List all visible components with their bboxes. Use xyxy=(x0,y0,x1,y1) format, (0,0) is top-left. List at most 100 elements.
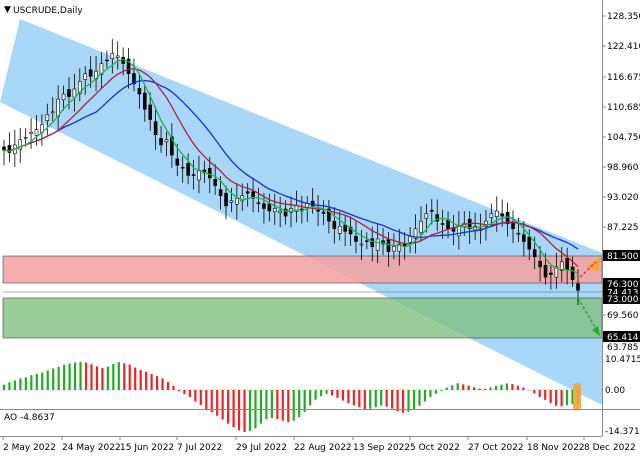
svg-text:69.560: 69.560 xyxy=(607,311,639,321)
svg-text:122.410: 122.410 xyxy=(607,42,640,52)
support-zone xyxy=(2,297,603,339)
candle-body xyxy=(343,224,347,232)
svg-text:13 Sep 2022: 13 Sep 2022 xyxy=(353,443,410,453)
ao-label: AO -4.8637 xyxy=(4,413,55,423)
candle-body xyxy=(500,213,504,217)
time-axis[interactable]: 2 May 2022 24 May 2022 15 Jun 2022 7 Jul… xyxy=(2,436,636,453)
ao-tick: 10.4715 xyxy=(605,355,640,365)
candle-body xyxy=(375,238,380,251)
price-marker-74-413 xyxy=(603,288,640,297)
time-tick: 22 Aug 2022 xyxy=(293,436,352,453)
candle-body xyxy=(218,189,223,197)
candle-body xyxy=(170,136,174,156)
candle-body xyxy=(251,191,255,199)
svg-text:2 May 2022: 2 May 2022 xyxy=(3,443,56,453)
candle-body xyxy=(88,69,93,77)
candle-body xyxy=(272,208,277,213)
svg-text:128.350: 128.350 xyxy=(607,12,640,22)
candle-body xyxy=(267,203,272,212)
svg-text:29 Jul 2022: 29 Jul 2022 xyxy=(236,443,287,453)
time-tick: 24 May 2022 xyxy=(61,436,121,453)
price-marker-76-300 xyxy=(603,278,640,289)
candle-body xyxy=(554,266,559,278)
candle-body xyxy=(440,223,445,225)
candle-body xyxy=(235,197,239,205)
candle-body xyxy=(99,63,104,75)
time-tick: 2 May 2022 xyxy=(2,436,56,453)
ao-histogram xyxy=(2,361,580,432)
svg-text:8 Dec 2022: 8 Dec 2022 xyxy=(584,443,636,453)
candle-body xyxy=(83,73,88,80)
candle-body xyxy=(115,55,120,58)
candle-body xyxy=(424,213,429,219)
price-marker-text: 81.500 xyxy=(607,252,639,262)
candle-body xyxy=(408,236,412,243)
candle-body xyxy=(283,208,288,217)
price-tick: 87.225 xyxy=(602,223,639,233)
candle-body xyxy=(278,210,282,214)
candle-body xyxy=(2,146,6,151)
candle-body xyxy=(175,158,180,166)
highlight-triangle xyxy=(586,256,602,272)
candle-body xyxy=(538,260,542,268)
forecast-green-arrow xyxy=(577,297,599,333)
ma-fast-line xyxy=(3,58,579,275)
time-tick: 7 Jul 2022 xyxy=(176,436,222,453)
price-axis[interactable]: 128.350 122.410 116.675 110.685 104.750 … xyxy=(602,12,640,353)
candle-body xyxy=(105,59,109,62)
price-tick: 104.750 xyxy=(602,133,640,143)
price-marker-73-000 xyxy=(603,294,640,304)
candle-body xyxy=(262,203,266,209)
candle-body xyxy=(543,265,548,278)
price-marker-81-500 xyxy=(603,250,640,261)
candle-body xyxy=(359,243,364,246)
price-tick: 98.960 xyxy=(602,163,639,173)
indicator-axis[interactable]: 10.4715 0.00 -14.3716 xyxy=(605,355,640,437)
candle-body xyxy=(78,81,82,94)
svg-text:24 May 2022: 24 May 2022 xyxy=(62,443,121,453)
candle-body xyxy=(191,174,196,176)
candle-body xyxy=(67,89,71,97)
candle-body xyxy=(527,236,532,250)
candle-body xyxy=(576,283,580,291)
time-tick: 15 Jun 2022 xyxy=(119,436,174,453)
candle-body xyxy=(72,88,77,98)
candle-body xyxy=(153,121,158,136)
candle-body xyxy=(229,200,234,203)
time-tick: 13 Sep 2022 xyxy=(352,436,410,453)
candle-body xyxy=(570,266,575,280)
candle-body xyxy=(354,235,358,242)
candle-body xyxy=(142,92,147,110)
candle-body xyxy=(370,238,375,247)
svg-text:110.685: 110.685 xyxy=(607,103,640,113)
svg-text:15 Jun 2022: 15 Jun 2022 xyxy=(120,443,174,453)
candle-body xyxy=(34,129,39,136)
candle-body xyxy=(45,114,50,121)
time-tick: 5 Oct 2022 xyxy=(409,436,460,453)
candle-body xyxy=(429,209,434,212)
candle-body xyxy=(386,239,391,252)
candle-body xyxy=(327,208,331,222)
candle-body xyxy=(392,246,396,252)
menu-chevron-icon[interactable]: ▼ xyxy=(4,5,11,15)
price-tick: 69.560 xyxy=(602,311,639,321)
candle-body xyxy=(186,163,190,176)
svg-text:98.960: 98.960 xyxy=(607,163,639,173)
svg-text:18 Nov 2022: 18 Nov 2022 xyxy=(527,443,585,453)
price-tick: 93.020 xyxy=(602,193,639,203)
svg-text:22 Aug 2022: 22 Aug 2022 xyxy=(294,443,352,453)
candle-body xyxy=(516,232,521,235)
candle-body xyxy=(549,272,553,275)
price-tick: 128.350 xyxy=(602,12,640,22)
candle-body xyxy=(207,168,212,179)
candle-body xyxy=(7,145,12,153)
indicator-plot-area[interactable] xyxy=(0,410,602,436)
candle-body xyxy=(159,138,163,146)
candle-body xyxy=(18,139,23,150)
svg-text:116.675: 116.675 xyxy=(607,73,640,83)
candle-body xyxy=(457,225,461,237)
forecast-arrow-head-icon xyxy=(592,326,600,336)
ao-tick: -14.3716 xyxy=(605,427,640,437)
candle-body xyxy=(435,214,440,222)
